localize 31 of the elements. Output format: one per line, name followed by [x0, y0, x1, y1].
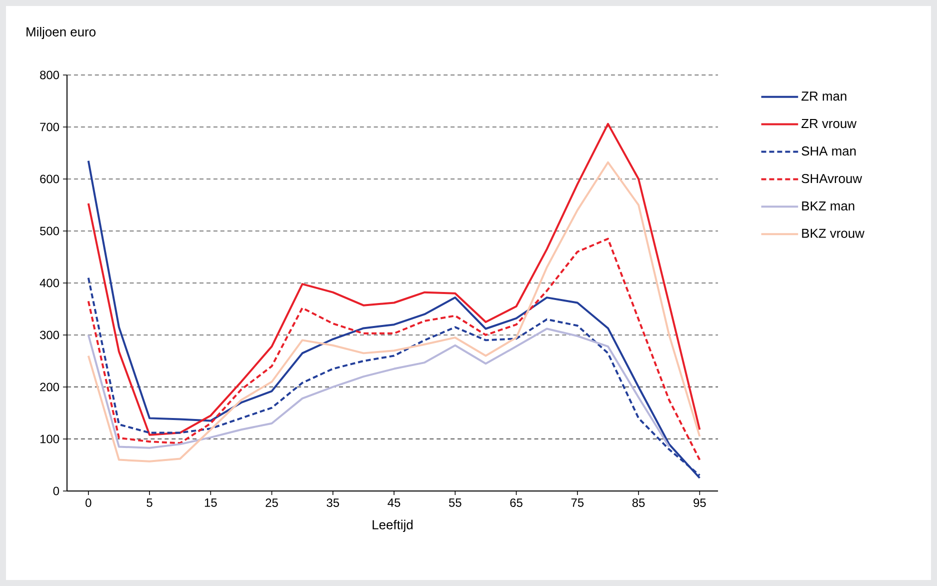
x-tick-label: 0: [86, 498, 92, 507]
y-tick-label: 600: [40, 174, 60, 184]
y-tick-label: 800: [40, 70, 60, 80]
line-series: [87, 238, 701, 461]
legend-label: BKZ man: [802, 201, 854, 211]
legend-label: SHAvrouw: [802, 174, 862, 184]
x-tick-label: 95: [694, 498, 706, 507]
y-tick-label: 200: [40, 382, 60, 392]
x-tick-label: 15: [204, 498, 217, 507]
x-tick-label: 65: [510, 498, 522, 507]
x-tick-label: 75: [571, 498, 584, 507]
legend-label: BKZ vrouw: [802, 228, 864, 238]
x-tick-label: 85: [632, 498, 645, 507]
x-tick-label: 25: [266, 498, 278, 507]
y-tick-label: 500: [40, 226, 60, 236]
x-tick-label: 5: [146, 498, 152, 507]
y-tick-label: 400: [40, 278, 60, 288]
x-tick-label: 55: [449, 498, 462, 507]
line-series: [87, 122, 701, 436]
line-series: [87, 328, 670, 449]
y-tick-label: 0: [53, 486, 60, 496]
y-axis-title: Miljoen euro: [26, 26, 96, 40]
y-tick-label: 700: [40, 122, 60, 132]
x-axis-title: Leeftijd: [372, 520, 413, 532]
y-tick-label: 100: [40, 434, 60, 444]
legend-label: ZR man: [802, 92, 846, 101]
x-tick-label: 45: [388, 498, 400, 507]
y-tick-label: 300: [40, 330, 60, 340]
legend-label: SHA man: [802, 146, 856, 156]
x-tick-label: 35: [326, 498, 340, 507]
legend-label: ZR vrouw: [802, 119, 857, 128]
